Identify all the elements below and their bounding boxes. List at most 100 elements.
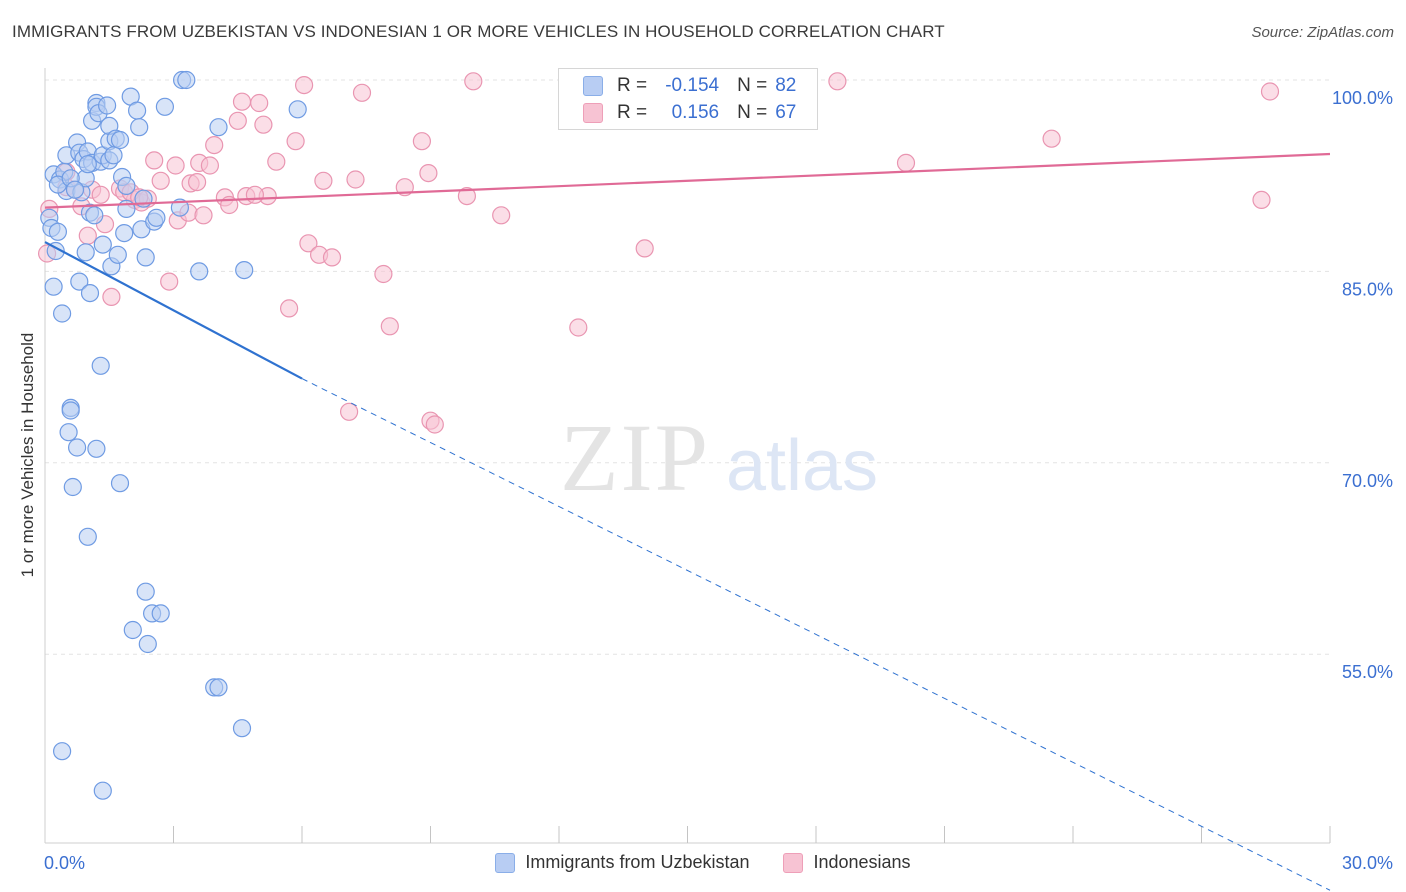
stats-row-indonesians: R = 0.156 N = 67	[583, 100, 796, 126]
source-credit: Source: ZipAtlas.com	[1251, 24, 1394, 41]
uzbekistan-point	[67, 438, 87, 457]
indonesians-point	[322, 248, 342, 267]
uzbekistan-point	[87, 439, 106, 458]
indonesians-point	[232, 92, 252, 111]
uzbekistan-point	[130, 118, 149, 137]
indonesians-point	[228, 111, 247, 130]
uzbekistan-point	[110, 130, 130, 150]
y-axis-label: 1 or more Vehicles in Household	[18, 333, 37, 578]
uzbekistan-point	[52, 742, 72, 761]
indonesians-point	[188, 173, 207, 192]
indonesians-point	[1252, 190, 1271, 209]
indonesians-point	[380, 317, 399, 336]
indonesians-point	[78, 226, 97, 245]
trend-lines	[44, 152, 1331, 891]
uzbekistan-point	[93, 235, 112, 254]
x-tick-labels: 0.0% 30.0%	[44, 853, 1393, 873]
uzbekistan-point	[85, 206, 104, 225]
indonesians-point	[425, 415, 444, 434]
stats-row-uzbekistan: R = -0.154 N = 82	[583, 73, 796, 99]
indonesians-point	[102, 287, 121, 306]
uzbekistan-point	[209, 678, 228, 697]
uzbekistan-point	[63, 477, 82, 497]
indonesians-point	[160, 272, 179, 291]
n-value-indonesians: 67	[775, 102, 797, 123]
uzbekistan-point	[70, 272, 89, 291]
uzbekistan-point	[136, 582, 155, 601]
uzbekistan-point	[110, 474, 130, 493]
uzbekistan-trend-line	[44, 241, 303, 380]
indonesians-point	[464, 72, 483, 91]
indonesians-point	[254, 115, 273, 134]
uzbekistan-point	[232, 719, 252, 738]
r-label: R =	[617, 75, 648, 96]
indonesians-point	[295, 75, 314, 95]
indonesians-point	[299, 234, 318, 253]
uzbekistan-point	[46, 241, 65, 261]
indonesians-point	[286, 132, 305, 151]
r-value-uzbekistan: -0.154	[665, 75, 720, 96]
indonesians-point	[340, 402, 359, 421]
indonesians-point	[250, 93, 269, 113]
indonesians-point	[205, 136, 224, 155]
uzbekistan-point	[177, 70, 196, 90]
stats-legend: R = -0.154 N = 82 R = 0.156 N = 67	[558, 68, 818, 130]
indonesians-point	[1260, 82, 1280, 101]
uzbekistan-point	[136, 248, 155, 267]
uzbekistan-point	[115, 224, 134, 243]
uzbekistan-point	[235, 261, 254, 280]
y-tick-label: 55.0%	[1342, 662, 1393, 682]
r-value-indonesians: 0.156	[671, 102, 720, 123]
indonesians-point	[194, 206, 213, 225]
legend-label-indonesians: Indonesians	[813, 852, 911, 872]
watermark: ZIP atlas	[560, 404, 878, 511]
indonesians-point	[1042, 129, 1061, 148]
uzbekistan-trend-extension	[301, 378, 1331, 891]
uzbekistan-point	[123, 620, 142, 640]
r-label: R =	[617, 102, 648, 123]
series-legend: Immigrants from Uzbekistan Indonesians	[0, 852, 1406, 873]
uzbekistan-point	[155, 97, 174, 116]
uzbekistan-point	[78, 527, 97, 546]
uzbekistan-point	[288, 100, 307, 119]
indonesians-point	[635, 239, 654, 258]
indonesians-point	[280, 299, 299, 318]
indonesians-point	[828, 72, 847, 91]
uzbekistan-point	[59, 423, 78, 442]
indonesians-point	[569, 318, 588, 337]
indonesians-point	[314, 171, 333, 190]
indonesians-point	[145, 151, 164, 170]
legend-label-uzbekistan: Immigrants from Uzbekistan	[525, 852, 750, 872]
x-tick-label: 0.0%	[44, 853, 85, 873]
uzbekistan-point	[61, 401, 80, 420]
n-value-uzbekistan: 82	[775, 75, 797, 96]
chart-title: IMMIGRANTS FROM UZBEKISTAN VS INDONESIAN…	[12, 22, 945, 41]
uzbekistan-point	[108, 245, 127, 264]
uzbekistan-point	[44, 277, 63, 296]
indonesians-point	[151, 171, 170, 190]
uzbekistan-point	[117, 176, 136, 195]
indonesians-point	[374, 264, 393, 284]
legend-item-uzbekistan[interactable]: Immigrants from Uzbekistan	[495, 852, 749, 873]
uzbekistan-point	[76, 243, 95, 262]
indonesians-point	[412, 132, 431, 151]
indonesians-trend-line	[44, 152, 1331, 209]
uzbekistan-point	[65, 180, 85, 199]
indonesians-point	[91, 185, 110, 204]
indonesians-point	[352, 83, 372, 102]
legend-item-indonesians[interactable]: Indonesians	[783, 852, 911, 873]
indonesians-point	[419, 164, 438, 183]
uzbekistan-point	[104, 146, 123, 165]
uzbekistan-point	[80, 284, 100, 303]
axes	[44, 68, 1331, 844]
uzbekistan-point	[52, 304, 72, 323]
indonesians-point	[457, 187, 476, 206]
indonesians-point	[200, 156, 219, 175]
uzbekistan-point	[138, 634, 157, 654]
watermark-atlas: atlas	[726, 426, 878, 506]
n-label: N =	[737, 75, 768, 96]
y-tick-label: 100.0%	[1332, 88, 1393, 108]
uzbekistan-point	[91, 356, 110, 375]
legend-swatch-blue	[495, 852, 516, 873]
